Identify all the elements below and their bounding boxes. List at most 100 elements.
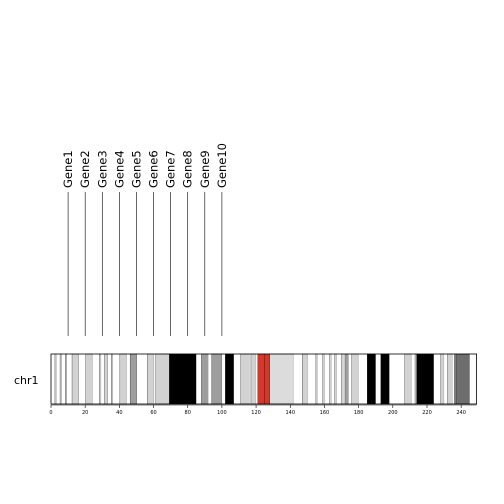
band-gneg xyxy=(452,354,455,404)
band-gpos25 xyxy=(404,353,412,405)
band-gpos25 xyxy=(65,353,68,405)
gene-label: Gene2 xyxy=(78,150,92,188)
x-tick-label: 120 xyxy=(251,410,261,416)
band-gneg xyxy=(154,354,156,404)
gene-label: Gene10 xyxy=(215,143,229,188)
band-gneg xyxy=(113,354,120,404)
band-gpos100 xyxy=(169,353,197,405)
x-tick-label: 20 xyxy=(82,410,88,416)
gene-label: Gene1 xyxy=(61,150,75,188)
band-gneg xyxy=(56,354,61,404)
x-tick-label: 240 xyxy=(456,410,466,416)
band-gpos25 xyxy=(147,353,155,405)
band-gneg xyxy=(233,354,241,404)
band-gneg xyxy=(331,354,335,404)
x-tick-label: 180 xyxy=(354,410,364,416)
band-gneg xyxy=(375,354,381,404)
band-gpos25 xyxy=(414,353,417,405)
chromosome-bands xyxy=(51,353,477,405)
band-gpos25 xyxy=(104,353,109,405)
gene-label: Gene4 xyxy=(112,150,126,188)
gene-label: Gene3 xyxy=(95,150,109,188)
band-gneg xyxy=(256,354,258,404)
band-gneg xyxy=(293,354,303,404)
gene-label: Gene6 xyxy=(147,150,161,188)
band-gneg xyxy=(348,354,352,404)
gene-labels: Gene1 Gene2 Gene3 Gene4 Gene5 Gene6 Gene7 Gene8… xyxy=(61,143,229,188)
band-gneg xyxy=(61,354,66,404)
x-tick-label: 40 xyxy=(116,410,122,416)
band-gpos25 xyxy=(240,353,250,405)
band-gpos25 xyxy=(315,353,318,405)
gene-label: Gene9 xyxy=(198,150,212,188)
band-acen xyxy=(257,353,265,405)
band-gneg xyxy=(126,354,131,404)
band-gpos50 xyxy=(344,353,349,405)
band-gneg xyxy=(101,354,105,404)
band-acen xyxy=(264,353,270,405)
band-gneg xyxy=(324,354,330,404)
band-gneg xyxy=(411,354,416,404)
band-gneg xyxy=(92,354,100,404)
band-gpos25 xyxy=(329,353,332,405)
x-tick-label: 160 xyxy=(320,410,330,416)
band-gpos25 xyxy=(155,353,170,405)
band-gneg xyxy=(358,354,368,404)
x-tick-label: 0 xyxy=(49,410,52,416)
band-gpos25 xyxy=(111,353,114,405)
band-gpos25 xyxy=(302,353,308,405)
band-gneg xyxy=(66,354,73,404)
band-gneg xyxy=(469,354,477,404)
band-gpos25 xyxy=(440,353,445,405)
band-gneg xyxy=(249,354,251,404)
x-tick-label: 100 xyxy=(217,410,227,416)
x-tick-label: 200 xyxy=(388,410,398,416)
gene-connector-lines xyxy=(67,192,223,336)
x-tick-label: 60 xyxy=(150,410,156,416)
band-gneg xyxy=(136,354,148,404)
band-gneg xyxy=(307,354,316,404)
band-gpos25 xyxy=(322,353,325,405)
band-gpos25 xyxy=(334,353,337,405)
band-gpos75 xyxy=(455,353,470,405)
band-gneg xyxy=(221,354,226,404)
gene-label: Gene8 xyxy=(181,150,195,188)
chromosome-label: chr1 xyxy=(14,374,39,387)
x-tick-label: 220 xyxy=(422,410,432,416)
band-gneg xyxy=(433,354,441,404)
band-gpos50 xyxy=(454,353,457,405)
band-gneg xyxy=(107,354,112,404)
band-gpos25 xyxy=(59,353,62,405)
band-gpos50 xyxy=(129,353,138,405)
x-axis: 0 20 40 60 80 100 120 140 160 180 200 220 240 xyxy=(49,405,466,416)
band-gneg xyxy=(343,354,345,404)
x-tick-label: 140 xyxy=(285,410,295,416)
band-gneg xyxy=(389,354,405,404)
band-gneg xyxy=(336,354,342,404)
band-gpos25 xyxy=(250,353,257,405)
band-gneg xyxy=(78,354,86,404)
x-tick-label: 80 xyxy=(185,410,191,416)
gene-label: Gene7 xyxy=(164,150,178,188)
band-gneg xyxy=(317,354,323,404)
band-gpos50 xyxy=(201,353,209,405)
band-gpos100 xyxy=(380,353,390,405)
band-gpos100 xyxy=(416,353,434,405)
band-gpos25 xyxy=(341,353,344,405)
gene-label: Gene5 xyxy=(129,150,143,188)
band-gpos25 xyxy=(54,353,57,405)
band-gpos100 xyxy=(367,353,376,405)
band-gpos25 xyxy=(119,353,127,405)
band-gvar xyxy=(269,353,294,405)
band-gpos25 xyxy=(71,353,80,405)
band-gpos100 xyxy=(225,353,235,405)
band-gneg xyxy=(196,354,202,404)
band-gneg xyxy=(444,354,448,404)
chromosome-outline xyxy=(50,353,478,405)
band-gpos25 xyxy=(99,353,102,405)
band-gpos25 xyxy=(85,353,93,405)
band-gneg xyxy=(208,354,212,404)
band-gpos25 xyxy=(351,353,359,405)
band-gpos50 xyxy=(211,353,223,405)
